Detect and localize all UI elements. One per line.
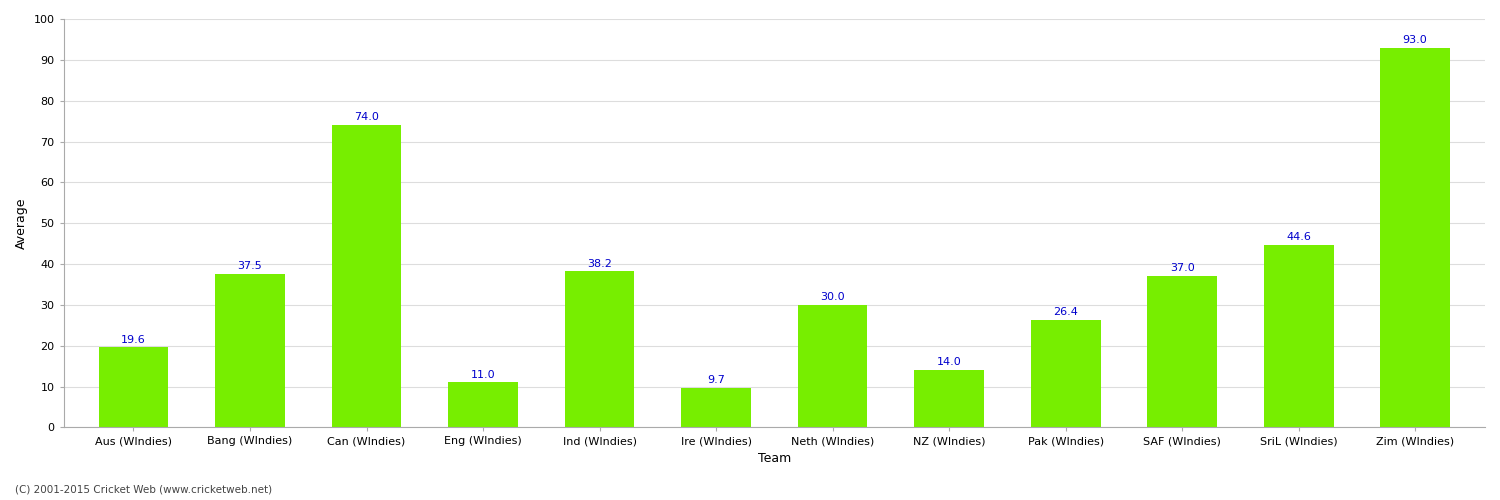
Text: 9.7: 9.7	[706, 375, 724, 385]
Text: 26.4: 26.4	[1053, 306, 1078, 316]
Bar	[681, 388, 752, 428]
Text: 44.6: 44.6	[1286, 232, 1311, 242]
Bar	[564, 272, 634, 428]
Bar	[1380, 48, 1450, 428]
Y-axis label: Average: Average	[15, 198, 28, 249]
Text: 37.5: 37.5	[237, 262, 262, 272]
Text: 93.0: 93.0	[1402, 34, 1428, 44]
Bar	[99, 348, 168, 428]
Text: 14.0: 14.0	[936, 358, 962, 368]
Bar	[448, 382, 518, 428]
X-axis label: Team: Team	[758, 452, 790, 465]
Bar	[332, 125, 402, 428]
Text: 38.2: 38.2	[586, 258, 612, 268]
Bar	[798, 305, 867, 428]
Bar	[214, 274, 285, 428]
Bar	[1030, 320, 1101, 428]
Bar	[914, 370, 984, 428]
Bar	[1263, 246, 1334, 428]
Text: 74.0: 74.0	[354, 112, 380, 122]
Text: (C) 2001-2015 Cricket Web (www.cricketweb.net): (C) 2001-2015 Cricket Web (www.cricketwe…	[15, 485, 272, 495]
Bar	[1148, 276, 1216, 428]
Text: 30.0: 30.0	[821, 292, 844, 302]
Text: 37.0: 37.0	[1170, 264, 1194, 274]
Text: 11.0: 11.0	[471, 370, 495, 380]
Text: 19.6: 19.6	[122, 334, 146, 344]
